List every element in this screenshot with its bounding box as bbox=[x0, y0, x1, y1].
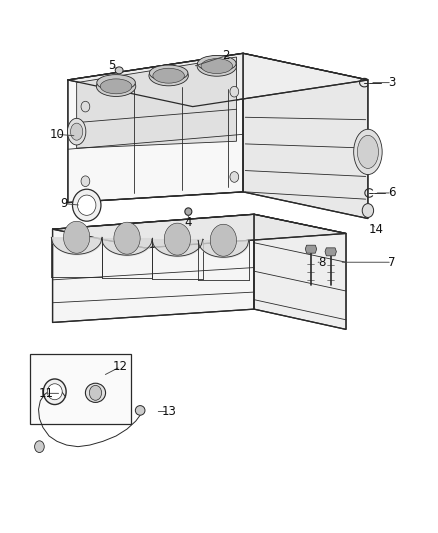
Text: 8: 8 bbox=[318, 256, 325, 269]
Circle shape bbox=[114, 222, 140, 254]
Polygon shape bbox=[53, 214, 346, 248]
Text: 3: 3 bbox=[389, 76, 396, 89]
Ellipse shape bbox=[73, 189, 101, 221]
Ellipse shape bbox=[197, 56, 237, 76]
Polygon shape bbox=[53, 214, 254, 322]
Circle shape bbox=[164, 223, 191, 255]
Text: 2: 2 bbox=[222, 50, 230, 62]
Ellipse shape bbox=[198, 55, 236, 71]
Ellipse shape bbox=[97, 75, 135, 91]
Circle shape bbox=[64, 221, 90, 253]
Ellipse shape bbox=[357, 135, 378, 168]
Ellipse shape bbox=[100, 79, 132, 94]
Ellipse shape bbox=[115, 67, 123, 74]
Circle shape bbox=[81, 101, 90, 112]
Circle shape bbox=[210, 224, 237, 256]
Circle shape bbox=[230, 172, 239, 182]
Text: 10: 10 bbox=[49, 128, 64, 141]
Ellipse shape bbox=[149, 66, 188, 86]
Polygon shape bbox=[325, 248, 336, 256]
Ellipse shape bbox=[85, 383, 106, 402]
Polygon shape bbox=[77, 57, 237, 148]
Polygon shape bbox=[68, 53, 368, 107]
Ellipse shape bbox=[135, 406, 145, 415]
FancyBboxPatch shape bbox=[30, 354, 131, 424]
Text: 14: 14 bbox=[368, 223, 383, 236]
Circle shape bbox=[35, 441, 44, 453]
Text: 7: 7 bbox=[388, 256, 396, 269]
Ellipse shape bbox=[149, 65, 188, 81]
Circle shape bbox=[81, 176, 90, 187]
Ellipse shape bbox=[78, 195, 96, 215]
Polygon shape bbox=[243, 53, 368, 219]
Text: 12: 12 bbox=[113, 360, 128, 373]
Ellipse shape bbox=[71, 123, 83, 140]
Ellipse shape bbox=[96, 76, 136, 96]
Ellipse shape bbox=[43, 379, 66, 405]
Text: 4: 4 bbox=[184, 216, 192, 229]
Text: 5: 5 bbox=[108, 59, 115, 71]
Text: 11: 11 bbox=[39, 387, 53, 400]
Polygon shape bbox=[68, 53, 243, 203]
Ellipse shape bbox=[201, 59, 233, 74]
Circle shape bbox=[362, 204, 374, 217]
Ellipse shape bbox=[47, 384, 62, 400]
Text: 13: 13 bbox=[161, 405, 176, 418]
Polygon shape bbox=[305, 245, 317, 253]
Text: 6: 6 bbox=[388, 187, 396, 199]
Polygon shape bbox=[254, 214, 346, 329]
Ellipse shape bbox=[185, 208, 192, 215]
Ellipse shape bbox=[353, 130, 382, 175]
Ellipse shape bbox=[153, 68, 184, 83]
Text: 9: 9 bbox=[60, 197, 67, 210]
Circle shape bbox=[230, 86, 239, 97]
Ellipse shape bbox=[67, 118, 86, 145]
Circle shape bbox=[89, 385, 102, 400]
